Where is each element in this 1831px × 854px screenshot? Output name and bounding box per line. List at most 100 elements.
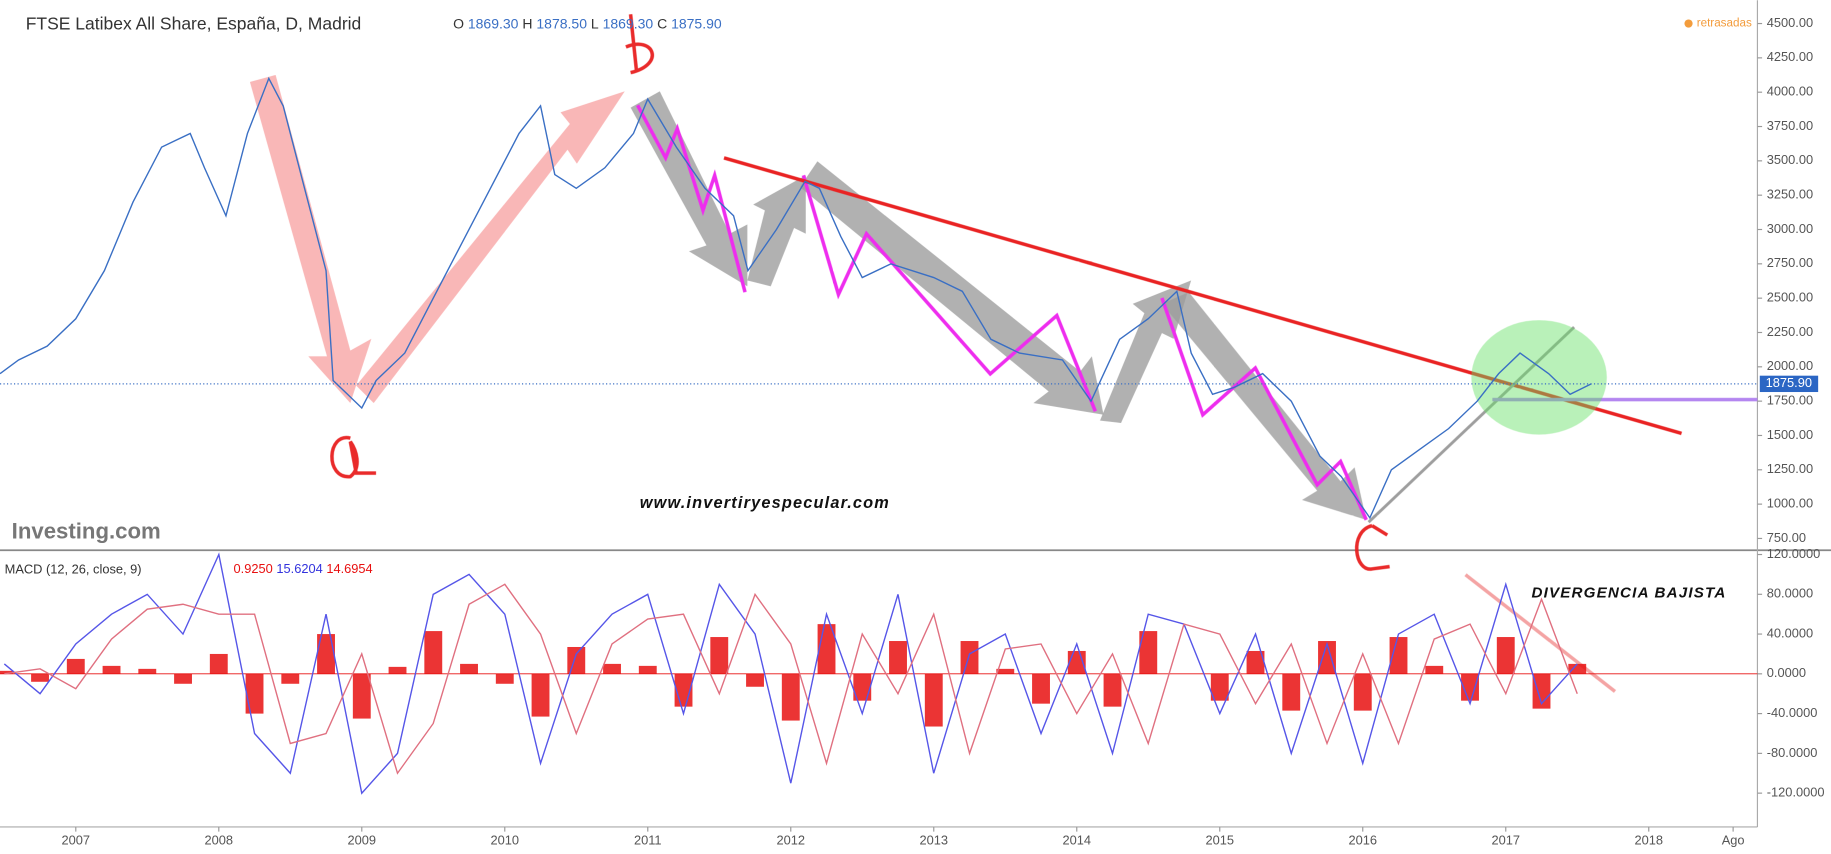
pink-arrow: [356, 91, 625, 404]
histogram-bar: [138, 668, 157, 674]
y-tick-label: 4250.00: [1767, 49, 1813, 64]
histogram-bar: [853, 673, 872, 701]
x-tick-label: 2010: [491, 832, 520, 847]
x-tick-label: 2013: [919, 832, 948, 847]
histogram-bar: [424, 631, 443, 674]
histogram-bar: [996, 668, 1015, 674]
ohlc-key: H: [522, 15, 532, 31]
y-tick-label: 3500.00: [1767, 152, 1813, 167]
histogram-bar: [1425, 665, 1444, 674]
gray-arrow: [1161, 292, 1367, 520]
letter-a: [330, 436, 377, 479]
gray-arrow: [747, 175, 806, 287]
histogram-bar: [1282, 673, 1301, 711]
histogram-bar: [781, 673, 800, 721]
macd-readout: 0.9250 15.6204 14.6954: [234, 561, 373, 576]
last-price-tag: [1759, 375, 1819, 393]
histogram-bar: [567, 646, 586, 674]
histogram-bar: [638, 665, 657, 674]
histogram-bar: [710, 637, 729, 674]
histogram-bar: [1210, 673, 1229, 701]
histogram-bar: [209, 653, 228, 674]
histogram-bar: [1032, 673, 1050, 704]
y-tick-label: 4500.00: [1767, 15, 1813, 30]
histogram-bar: [31, 673, 49, 682]
y-tick-label: 750.00: [1767, 530, 1806, 545]
histogram-bar: [603, 663, 621, 674]
trend-line: [723, 156, 1683, 436]
histogram-bar: [388, 666, 407, 674]
divergence-label: DIVERGENCIA BAJISTA: [1531, 584, 1726, 601]
zigzag: [1160, 297, 1368, 521]
website: www.invertiryespecular.com: [640, 494, 890, 512]
x-tick-label: 2012: [776, 832, 805, 847]
reading: 14.6954: [326, 561, 372, 576]
macd-title: MACD (12, 26, close, 9): [5, 561, 142, 576]
watermark: Investing.com: [12, 519, 161, 544]
x-tick-label: 2016: [1348, 832, 1377, 847]
status: retrasadas: [1697, 17, 1752, 30]
x-tick-label: 2011: [634, 832, 662, 847]
last-price-label: 1875.90: [1766, 375, 1812, 390]
gray-arrow: [630, 91, 748, 287]
x-tick-label: 2007: [62, 832, 91, 847]
histogram-bar: [1496, 637, 1515, 674]
histogram-bar: [245, 673, 264, 714]
letter-c: [1355, 523, 1390, 571]
divergence-line: [1464, 573, 1617, 693]
price-line: [0, 76, 1592, 520]
letter-b: [625, 14, 654, 75]
y-tick-label: 1750.00: [1767, 393, 1813, 408]
highlight: [1471, 320, 1607, 435]
reading: 15.6204: [276, 561, 322, 576]
histogram-bar: [317, 634, 335, 674]
zigzag: [636, 104, 747, 293]
x-tick-label: 2014: [1062, 832, 1091, 847]
y-tick-label: 2000.00: [1767, 358, 1813, 373]
histogram-bar: [1318, 641, 1336, 674]
y-tick-label: 3000.00: [1767, 221, 1813, 236]
x-tick-label: 2009: [348, 832, 377, 847]
chart-title: FTSE Latibex All Share, España, D, Madri…: [26, 13, 362, 33]
histogram-bar: [1139, 631, 1158, 674]
histogram-bar: [352, 673, 371, 719]
ohlc-value: 1869.30: [468, 15, 519, 31]
x-tick-label: 2018: [1634, 832, 1663, 847]
macd-line: [4, 583, 1578, 775]
ohlc-readout: O 1869.30 H 1878.50 L 1869.30 C 1875.90: [453, 15, 722, 31]
status-dot: [1684, 19, 1693, 28]
macd-line: [3, 552, 1578, 795]
histogram-bar: [531, 673, 550, 717]
histogram-bar: [66, 658, 85, 674]
y-tick-label: 3750.00: [1767, 118, 1813, 133]
y-tick-label: 40.0000: [1767, 625, 1813, 640]
histogram-bar: [746, 673, 764, 687]
histogram-bar: [889, 641, 907, 674]
support-line: [1367, 326, 1576, 524]
y-tick-label: 3250.00: [1767, 187, 1813, 202]
annotations: [249, 14, 1758, 693]
ohlc-key: C: [657, 15, 667, 31]
zigzag: [801, 174, 1097, 412]
y-tick-label: 120.0000: [1767, 546, 1821, 561]
histogram-bar: [281, 673, 300, 684]
histogram-bar: [1103, 673, 1122, 707]
histogram-bar: [1353, 673, 1372, 711]
ohlc-value: 1869.30: [603, 15, 654, 31]
ohlc-value: 1875.90: [671, 15, 722, 31]
histogram-bar: [0, 670, 14, 674]
histogram-bar: [1532, 673, 1551, 709]
pink-arrow: [249, 74, 372, 404]
y-tick-label: 80.0000: [1767, 586, 1813, 601]
y-tick-label: -80.0000: [1767, 745, 1818, 760]
y-tick-label: 2500.00: [1767, 290, 1813, 305]
histogram-bar: [102, 665, 121, 674]
x-tick-label: 2017: [1491, 832, 1520, 847]
ohlc-key: O: [453, 15, 464, 31]
x-tick-label: 2015: [1205, 832, 1234, 847]
y-tick-label: 1250.00: [1767, 461, 1813, 476]
histogram-bar: [495, 673, 514, 684]
y-tick-label: -120.0000: [1767, 785, 1825, 800]
histogram-bar: [1568, 663, 1587, 674]
